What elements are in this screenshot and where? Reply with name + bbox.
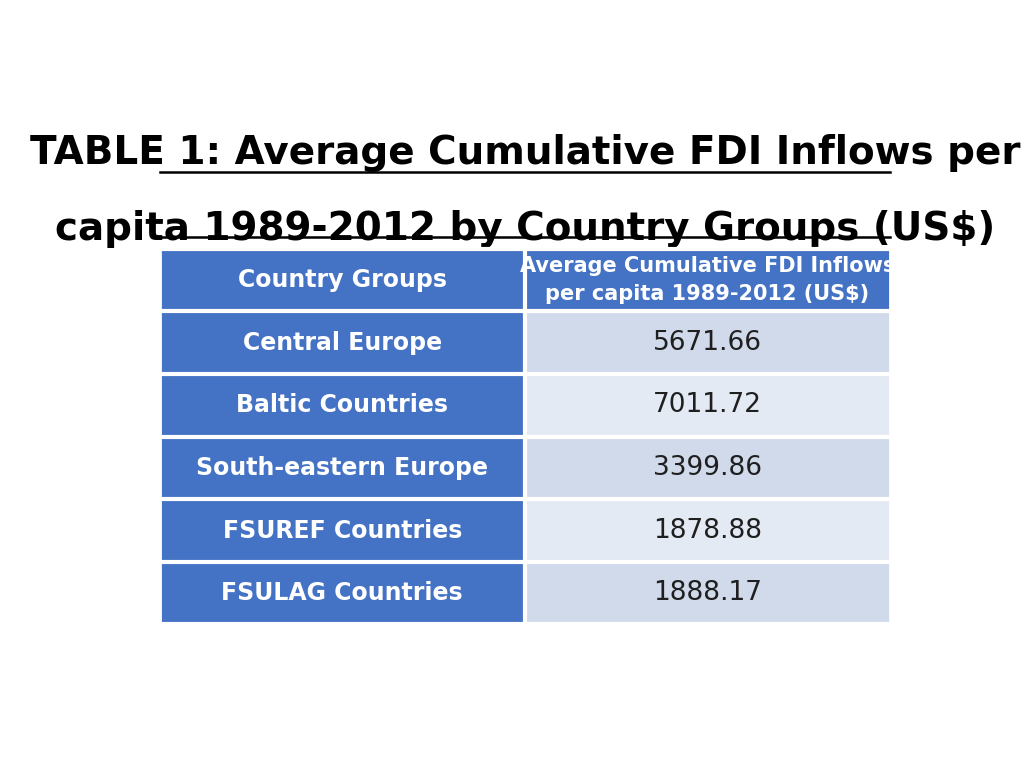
Bar — [160, 499, 524, 562]
Text: 7011.72: 7011.72 — [653, 392, 762, 419]
Bar — [160, 374, 524, 437]
Bar — [160, 312, 524, 374]
Text: 1878.88: 1878.88 — [653, 518, 762, 544]
Text: capita 1989-2012 by Country Groups (US$): capita 1989-2012 by Country Groups (US$) — [54, 210, 995, 248]
Text: South-eastern Europe: South-eastern Europe — [197, 456, 488, 480]
Bar — [160, 562, 524, 624]
Text: Baltic Countries: Baltic Countries — [237, 393, 449, 417]
Bar — [160, 437, 524, 499]
Bar — [524, 437, 890, 499]
Text: FSUREF Countries: FSUREF Countries — [222, 518, 462, 542]
Text: Country Groups: Country Groups — [238, 268, 446, 292]
Bar — [524, 312, 890, 374]
Bar — [524, 499, 890, 562]
Bar — [524, 249, 890, 312]
Text: 3399.86: 3399.86 — [653, 455, 762, 481]
Text: 5671.66: 5671.66 — [653, 329, 762, 356]
Text: 1888.17: 1888.17 — [653, 580, 762, 606]
Text: Central Europe: Central Europe — [243, 331, 441, 355]
Bar — [160, 249, 524, 312]
Text: Average Cumulative FDI Inflows
per capita 1989-2012 (US$): Average Cumulative FDI Inflows per capit… — [519, 257, 895, 304]
Text: TABLE 1: Average Cumulative FDI Inflows per: TABLE 1: Average Cumulative FDI Inflows … — [30, 134, 1020, 171]
Bar — [524, 562, 890, 624]
Bar — [524, 374, 890, 437]
Text: FSULAG Countries: FSULAG Countries — [221, 581, 463, 605]
